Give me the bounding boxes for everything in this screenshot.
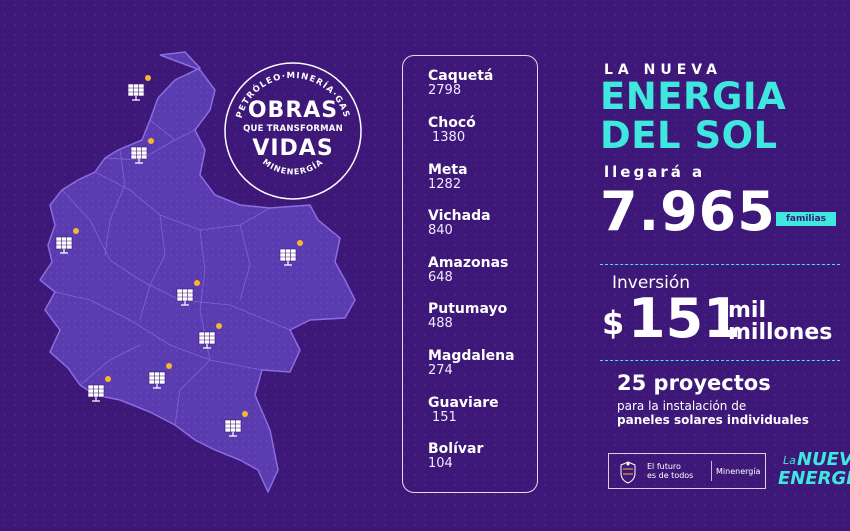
headline-energia: ENERGIA — [600, 75, 787, 118]
solar-panel-icon — [87, 376, 111, 402]
currency-symbol: $ — [602, 304, 625, 342]
slogan-line-2: es de todos — [647, 471, 694, 481]
families-label: familias — [776, 212, 836, 226]
investment-label: Inversión — [612, 273, 691, 293]
solar-panel-icon — [55, 228, 79, 254]
department-name: Bolívar — [428, 441, 484, 457]
solar-panel-icon — [176, 280, 200, 306]
department-name: Amazonas — [428, 255, 509, 271]
obras-badge: PETRÓLEO·MINERÍA·GAS MINENERGÍA OBRAS QU… — [222, 60, 364, 202]
list-item: Chocó 1380 — [428, 116, 476, 144]
colombia-map — [38, 51, 356, 494]
ministry-name: Minenergía — [716, 467, 761, 476]
department-value: 840 — [428, 222, 453, 238]
department-name: Caquetá — [428, 68, 494, 84]
projects-title: 25 proyectos — [617, 371, 771, 395]
department-value: 104 — [428, 455, 453, 471]
coat-of-arms-icon — [620, 461, 636, 484]
divider — [600, 360, 840, 361]
department-value: 151 — [432, 409, 457, 425]
list-item: Bolívar 104 — [428, 442, 483, 470]
headline-arrives: llegará a — [604, 163, 706, 181]
slogan-line-1: El futuro — [647, 462, 681, 471]
department-value: 1380 — [432, 129, 466, 145]
government-logo-box: El futuro es de todos Minenergía — [608, 453, 766, 489]
list-item: Magdalena 274 — [428, 349, 515, 377]
investment-unit-mil: mil — [728, 298, 767, 323]
department-name: Meta — [428, 162, 468, 178]
solar-panel-icon — [224, 411, 248, 437]
badge-obras: OBRAS — [247, 98, 339, 123]
department-name: Magdalena — [428, 348, 515, 364]
investment-unit-millones: millones — [728, 320, 833, 345]
list-item: Meta 1282 — [428, 163, 468, 191]
department-name: Putumayo — [428, 301, 508, 317]
investment-amount: 151 — [628, 287, 741, 350]
list-item: Putumayo 488 — [428, 302, 507, 330]
badge-ring: PETRÓLEO·MINERÍA·GAS MINENERGÍA — [224, 62, 362, 200]
department-borders — [54, 119, 291, 426]
list-item: Caquetá 2798 — [428, 69, 493, 97]
department-name: Vichada — [428, 208, 491, 224]
list-item: Guaviare 151 — [428, 396, 499, 424]
badge-vidas: VIDAS — [252, 136, 334, 161]
department-value: 2798 — [428, 82, 462, 98]
brand-la: La — [783, 454, 796, 467]
solar-panel-icon — [127, 75, 151, 101]
colombia-texture — [40, 52, 355, 492]
list-item: Vichada 840 — [428, 209, 491, 237]
footer-separator — [711, 461, 712, 481]
department-value: 1282 — [428, 176, 462, 192]
headline-kicker: LA NUEVA — [604, 62, 722, 78]
department-name: Chocó — [428, 115, 476, 131]
department-value: 274 — [428, 362, 453, 378]
solar-panel-icon — [130, 138, 154, 164]
brand-energia: ENERGIA — [778, 468, 850, 489]
solar-panel-icon — [198, 323, 222, 349]
department-value: 648 — [428, 269, 453, 285]
brand-nueva: NUEVA — [797, 449, 850, 470]
slogan: El futuro es de todos — [647, 462, 693, 480]
solar-panel-icon — [148, 363, 172, 389]
department-name: Guaviare — [428, 395, 499, 411]
solar-markers — [55, 75, 303, 437]
badge-subtitle: QUE TRANSFORMAN — [243, 124, 343, 134]
department-list: Caquetá 2798 Chocó 1380 Meta 1282 Vichad… — [402, 55, 538, 493]
solar-panel-icon — [279, 240, 303, 266]
projects-subtitle-1: para la instalación de — [617, 399, 747, 413]
department-value: 488 — [428, 315, 453, 331]
headline-del-sol: DEL SOL — [600, 114, 778, 157]
projects-subtitle-2: paneles solares individuales — [617, 413, 809, 427]
list-item: Amazonas 648 — [428, 256, 508, 284]
divider — [600, 264, 840, 265]
families-count: 7.965 — [600, 180, 776, 243]
